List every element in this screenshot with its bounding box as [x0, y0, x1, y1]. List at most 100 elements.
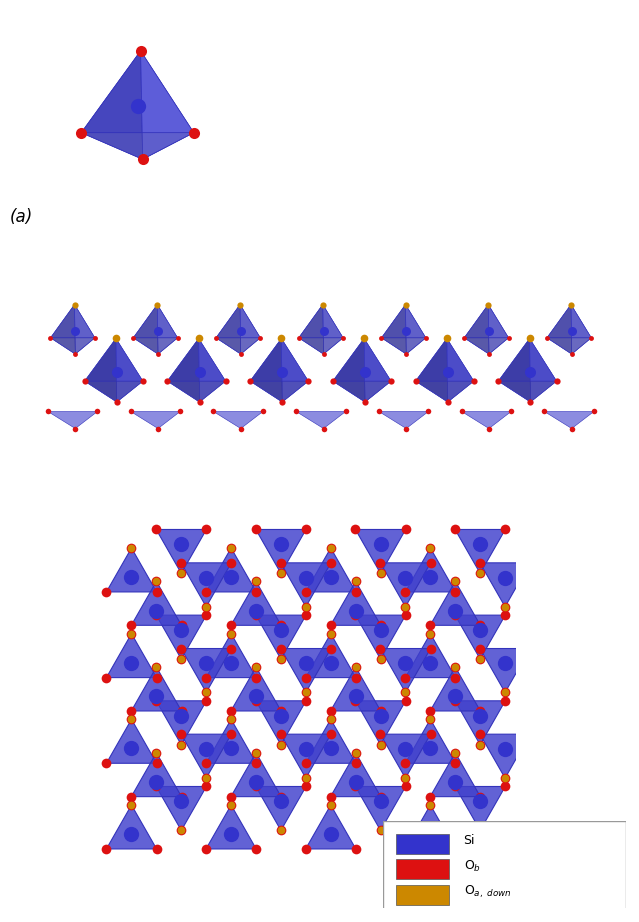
Polygon shape [405, 633, 456, 678]
Polygon shape [256, 615, 306, 659]
Polygon shape [330, 752, 381, 797]
Polygon shape [415, 338, 474, 381]
Polygon shape [167, 381, 226, 402]
Polygon shape [133, 304, 178, 337]
Polygon shape [330, 667, 381, 711]
Polygon shape [380, 648, 431, 692]
Polygon shape [455, 529, 505, 573]
Polygon shape [156, 529, 206, 573]
Polygon shape [156, 786, 206, 831]
Polygon shape [256, 701, 306, 745]
Polygon shape [498, 338, 557, 381]
Polygon shape [547, 337, 591, 354]
Polygon shape [231, 667, 281, 711]
Polygon shape [133, 337, 178, 354]
Polygon shape [464, 304, 509, 337]
Polygon shape [50, 337, 95, 354]
Polygon shape [305, 805, 356, 849]
FancyBboxPatch shape [396, 884, 449, 904]
Polygon shape [461, 411, 511, 429]
Polygon shape [106, 719, 157, 763]
Polygon shape [405, 548, 456, 592]
Polygon shape [305, 548, 356, 592]
Polygon shape [116, 338, 143, 402]
Polygon shape [250, 338, 282, 402]
Polygon shape [455, 615, 505, 659]
Polygon shape [406, 304, 426, 354]
Polygon shape [281, 562, 331, 607]
Polygon shape [167, 338, 199, 402]
Polygon shape [355, 786, 406, 831]
Polygon shape [381, 337, 426, 354]
Polygon shape [379, 411, 429, 429]
Polygon shape [199, 338, 226, 402]
Polygon shape [75, 304, 95, 354]
Polygon shape [380, 734, 431, 778]
Polygon shape [333, 381, 391, 402]
Polygon shape [231, 582, 281, 625]
Polygon shape [381, 304, 426, 337]
Text: O$_b$: O$_b$ [463, 858, 481, 874]
Polygon shape [323, 304, 343, 354]
Polygon shape [530, 338, 557, 402]
Polygon shape [84, 338, 117, 402]
Polygon shape [430, 752, 481, 797]
Polygon shape [250, 338, 309, 381]
Polygon shape [488, 304, 509, 354]
Polygon shape [216, 304, 260, 337]
Polygon shape [281, 734, 331, 778]
Polygon shape [206, 805, 256, 849]
Polygon shape [216, 304, 241, 354]
Polygon shape [48, 411, 98, 429]
Polygon shape [498, 381, 557, 402]
Polygon shape [415, 381, 474, 402]
Polygon shape [81, 51, 142, 160]
Polygon shape [106, 633, 157, 678]
Polygon shape [240, 304, 260, 354]
Polygon shape [181, 734, 231, 778]
Polygon shape [571, 304, 591, 354]
Polygon shape [355, 615, 406, 659]
Text: Si: Si [463, 834, 475, 847]
Polygon shape [547, 304, 591, 337]
Polygon shape [281, 648, 331, 692]
Polygon shape [305, 719, 356, 763]
Text: O$_{a,\ down}$: O$_{a,\ down}$ [463, 883, 511, 900]
Polygon shape [480, 734, 530, 778]
Polygon shape [333, 338, 365, 402]
Polygon shape [430, 667, 481, 711]
Polygon shape [231, 752, 281, 797]
Polygon shape [81, 133, 194, 160]
Polygon shape [106, 805, 157, 849]
Polygon shape [455, 701, 505, 745]
Polygon shape [464, 304, 489, 354]
Polygon shape [131, 582, 181, 625]
Polygon shape [355, 701, 406, 745]
Polygon shape [181, 648, 231, 692]
FancyBboxPatch shape [396, 859, 449, 880]
Text: (a): (a) [10, 207, 33, 226]
Polygon shape [498, 338, 530, 402]
Polygon shape [281, 338, 309, 402]
Polygon shape [131, 752, 181, 797]
Polygon shape [405, 719, 456, 763]
Polygon shape [106, 548, 157, 592]
Polygon shape [544, 411, 594, 429]
Polygon shape [130, 411, 180, 429]
Polygon shape [256, 786, 306, 831]
Polygon shape [216, 337, 260, 354]
Polygon shape [364, 338, 391, 402]
Polygon shape [455, 786, 505, 831]
FancyBboxPatch shape [383, 821, 626, 909]
Polygon shape [296, 411, 346, 429]
Polygon shape [330, 582, 381, 625]
Polygon shape [133, 304, 158, 354]
Polygon shape [380, 562, 431, 607]
Polygon shape [206, 633, 256, 678]
Polygon shape [298, 337, 343, 354]
Polygon shape [447, 338, 474, 402]
Polygon shape [84, 381, 143, 402]
Polygon shape [333, 338, 391, 381]
Polygon shape [213, 411, 263, 429]
Polygon shape [381, 304, 406, 354]
